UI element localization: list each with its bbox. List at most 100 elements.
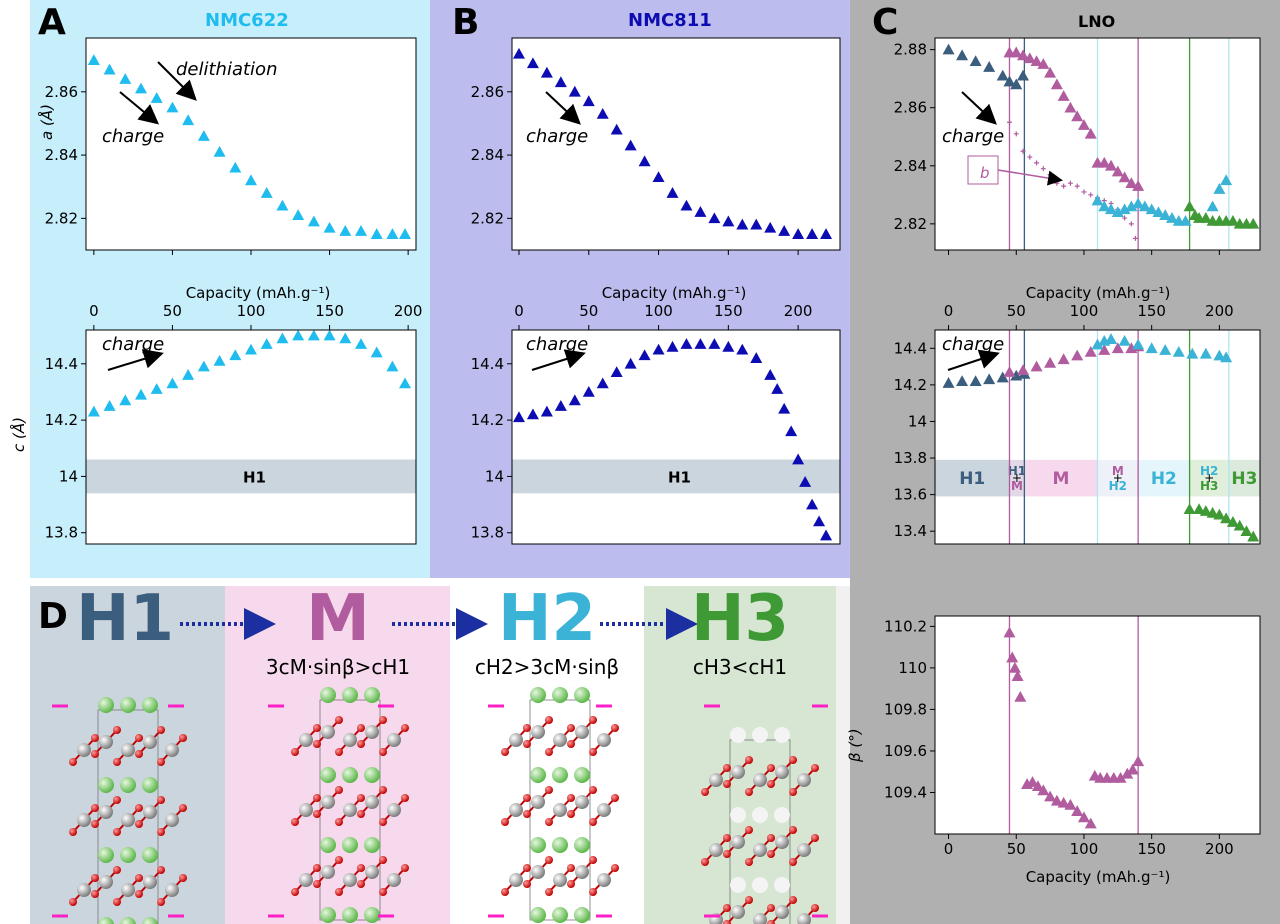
data-point [1088, 192, 1094, 198]
nickel-atom [165, 743, 179, 757]
data-point [1034, 160, 1040, 166]
data-point [307, 215, 320, 227]
plot-frame [85, 329, 417, 545]
x-tick-label: 50 [163, 302, 182, 320]
nickel-atom [553, 873, 567, 887]
data-point [213, 354, 226, 366]
oxygen-atom [313, 740, 321, 748]
y-tick-label: 2.84 [471, 146, 504, 164]
lithium-atom [142, 847, 158, 863]
data-point [736, 218, 749, 230]
data-point [1098, 156, 1111, 168]
phase-region-plus: + [1204, 471, 1214, 485]
data-point [1145, 342, 1158, 354]
data-point [1247, 530, 1260, 542]
data-point [1128, 221, 1134, 227]
nickel-atom [797, 913, 811, 924]
plot-frame [934, 37, 1261, 251]
data-point [1023, 52, 1036, 64]
data-point [722, 340, 735, 352]
oxygen-atom [767, 764, 775, 772]
oxygen-atom [313, 810, 321, 818]
data-point [568, 394, 581, 406]
data-point [323, 221, 336, 233]
nickel-atom [531, 725, 545, 739]
data-point [1031, 780, 1044, 792]
oxygen-atom [379, 716, 387, 724]
oxygen-atom [589, 748, 597, 756]
data-point [87, 405, 100, 417]
data-point [1125, 200, 1138, 212]
nickel-atom [143, 735, 157, 749]
oxygen-atom [157, 866, 165, 874]
lithium-atom [142, 917, 158, 924]
lithium-atom [552, 767, 568, 783]
oxygen-atom [523, 810, 531, 818]
data-point [103, 400, 116, 411]
phase-region [1228, 459, 1260, 497]
oxygen-atom [523, 724, 531, 732]
oxygen-atom [291, 748, 299, 756]
data-point [1213, 349, 1226, 361]
y-tick-label: 13.6 [894, 486, 927, 504]
lithium-atom [120, 917, 136, 924]
data-point [1008, 661, 1021, 673]
x-tick-label: 0 [944, 302, 954, 320]
x-tick-label: 150 [714, 302, 743, 320]
data-point [596, 107, 609, 119]
data-point [1064, 101, 1077, 113]
oxygen-atom [545, 786, 553, 794]
oxygen-atom [545, 888, 553, 896]
annotation-b-marker: b [980, 164, 990, 182]
nickel-atom [575, 795, 589, 809]
data-point [680, 338, 693, 349]
lithium-atom [364, 767, 380, 783]
data-point [680, 199, 693, 211]
oxygen-atom [135, 804, 143, 812]
annotation-charge-b: charge [526, 126, 588, 147]
y-tick-label: 2.86 [471, 83, 504, 101]
data-point [1193, 503, 1206, 515]
annotation-delithiation: delithiation [176, 59, 277, 80]
oxygen-atom [91, 804, 99, 812]
data-point [1186, 347, 1199, 359]
oxygen-atom [589, 716, 597, 724]
series-main [87, 329, 411, 417]
data-point [339, 225, 352, 236]
data-point [1132, 197, 1145, 209]
oxygen-atom [545, 856, 553, 864]
phase-band-label: H1 [668, 468, 691, 486]
data-point [1132, 180, 1145, 191]
oxygen-atom [157, 828, 165, 836]
nickel-atom [343, 733, 357, 747]
data-point [355, 225, 367, 236]
data-point [1179, 214, 1192, 226]
data-point [1226, 214, 1239, 226]
oxygen-atom [567, 740, 575, 748]
plot-frame [934, 615, 1261, 835]
phase-heading-h1: H1 [76, 582, 174, 656]
annotation-charge-a-c: charge [102, 334, 164, 355]
oxygen-atom [589, 888, 597, 896]
nickel-atom [509, 873, 523, 887]
panel-b-letter: B [452, 2, 480, 43]
b-marker-box [967, 155, 999, 185]
oxygen-atom [135, 820, 143, 828]
data-point [1114, 771, 1127, 783]
series-h3 [1183, 503, 1260, 542]
nickel-atom [597, 733, 611, 747]
oxygen-atom [335, 716, 343, 724]
data-point [764, 221, 777, 233]
oxygen-atom [567, 864, 575, 872]
oxygen-atom [313, 794, 321, 802]
data-point [1165, 212, 1178, 223]
oxygen-atom [69, 828, 77, 836]
data-point [245, 174, 257, 186]
phase-region-label: M [1112, 464, 1124, 478]
lithium-atom [320, 907, 336, 923]
phase-region [1189, 459, 1229, 497]
data-point [386, 360, 399, 372]
data-point [260, 338, 273, 349]
data-point [119, 73, 132, 84]
data-point [87, 54, 100, 65]
